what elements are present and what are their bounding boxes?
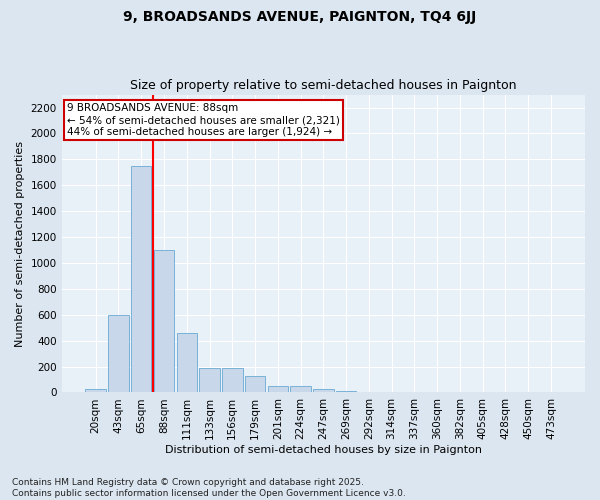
X-axis label: Distribution of semi-detached houses by size in Paignton: Distribution of semi-detached houses by … bbox=[165, 445, 482, 455]
Text: Contains HM Land Registry data © Crown copyright and database right 2025.
Contai: Contains HM Land Registry data © Crown c… bbox=[12, 478, 406, 498]
Y-axis label: Number of semi-detached properties: Number of semi-detached properties bbox=[15, 140, 25, 346]
Title: Size of property relative to semi-detached houses in Paignton: Size of property relative to semi-detach… bbox=[130, 79, 517, 92]
Bar bbox=[199, 368, 220, 392]
Bar bbox=[154, 250, 174, 392]
Bar bbox=[131, 166, 151, 392]
Bar bbox=[268, 386, 288, 392]
Bar bbox=[313, 388, 334, 392]
Bar bbox=[222, 368, 242, 392]
Text: 9 BROADSANDS AVENUE: 88sqm
← 54% of semi-detached houses are smaller (2,321)
44%: 9 BROADSANDS AVENUE: 88sqm ← 54% of semi… bbox=[67, 104, 340, 136]
Text: 9, BROADSANDS AVENUE, PAIGNTON, TQ4 6JJ: 9, BROADSANDS AVENUE, PAIGNTON, TQ4 6JJ bbox=[124, 10, 476, 24]
Bar bbox=[245, 376, 265, 392]
Bar bbox=[290, 386, 311, 392]
Bar bbox=[336, 391, 356, 392]
Bar bbox=[176, 333, 197, 392]
Bar bbox=[85, 388, 106, 392]
Bar bbox=[108, 314, 129, 392]
